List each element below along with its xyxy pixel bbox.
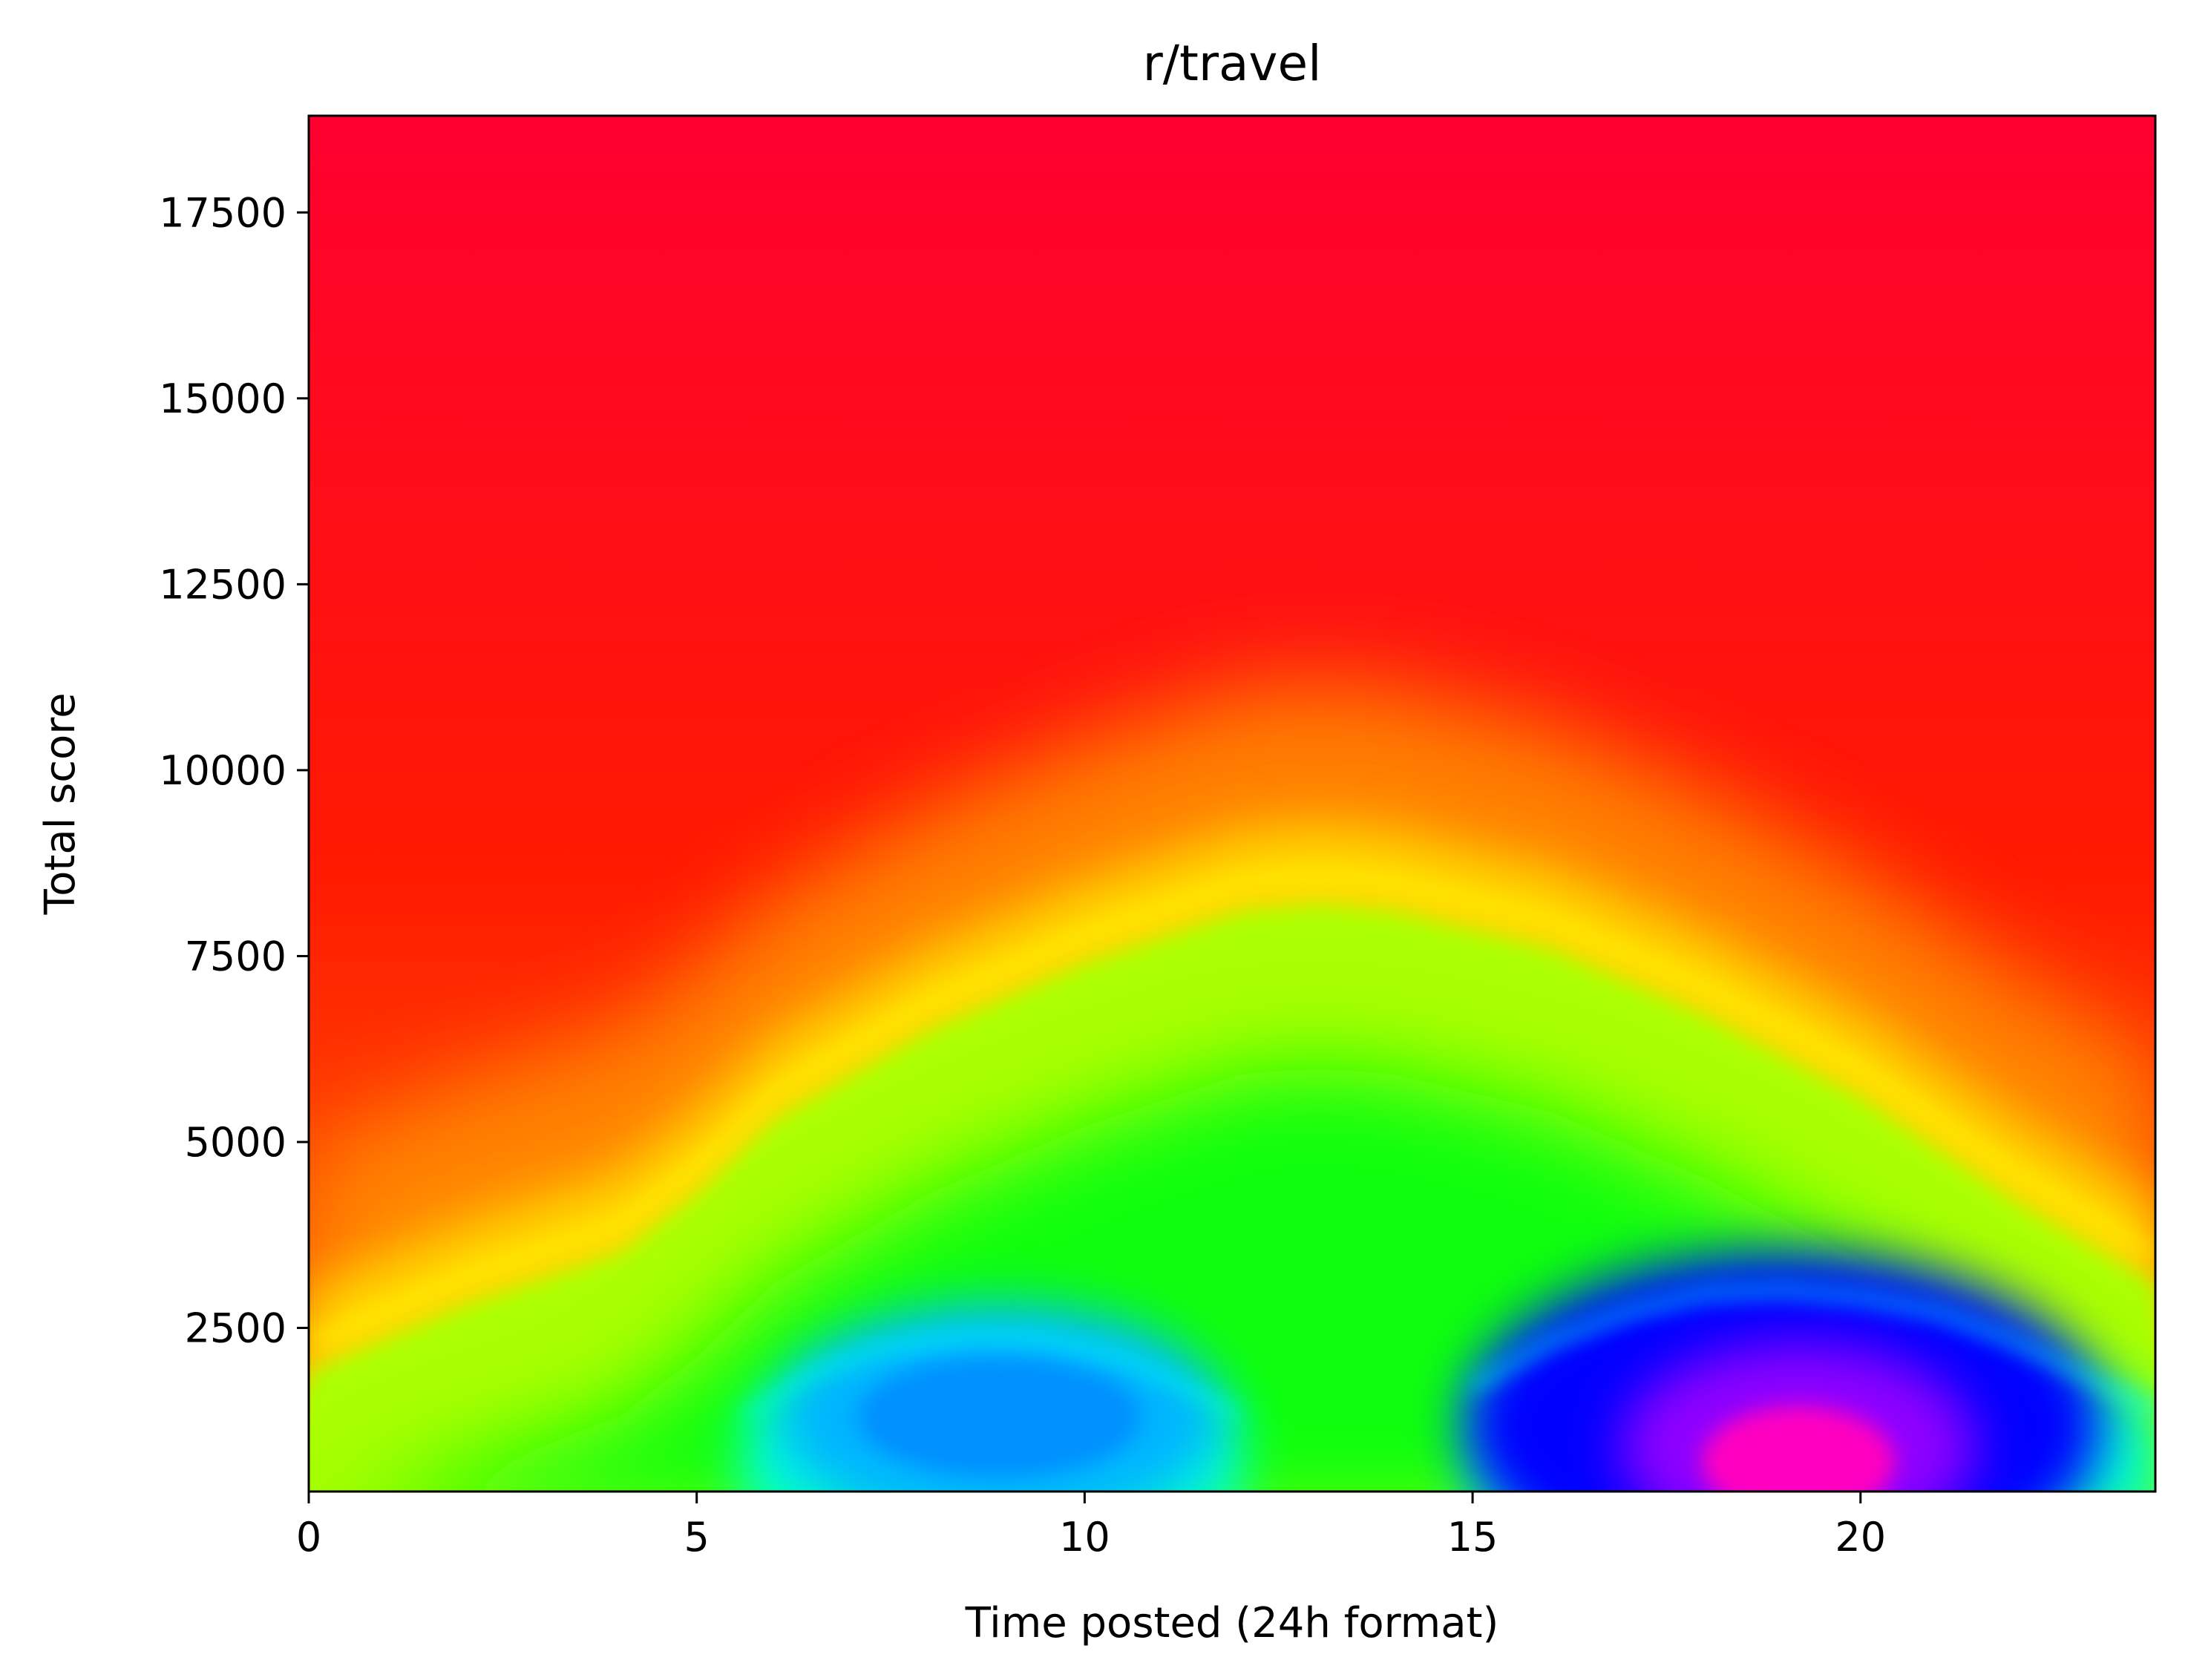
y-tick-label: 10000 [159, 747, 286, 794]
y-tick-label: 12500 [159, 561, 286, 608]
y-tick-label: 2500 [185, 1305, 286, 1352]
x-tick-label: 0 [296, 1514, 321, 1561]
x-tick-label: 20 [1835, 1514, 1886, 1561]
y-tick-label: 15000 [159, 375, 286, 422]
plot-frame [307, 114, 2157, 1493]
heatmap-surface [309, 116, 2155, 1492]
heatmap-field [309, 681, 2155, 1492]
x-tick-label: 10 [1059, 1514, 1110, 1561]
hotspot-magenta [1702, 1405, 1896, 1492]
hotspot-blue-core [858, 1357, 1141, 1477]
y-axis: 2500 5000 7500 10000 12500 15000 17500 [159, 189, 309, 1352]
contour-line-cyan-2 [741, 1331, 1242, 1421]
y-tick-label: 7500 [185, 933, 286, 980]
x-tick-label: 15 [1447, 1514, 1498, 1561]
x-axis: 0 5 10 15 20 [296, 1492, 1886, 1561]
x-tick-label: 5 [684, 1514, 710, 1561]
chart-title: r/travel [1143, 35, 1322, 92]
y-tick-label: 5000 [185, 1119, 286, 1166]
contour-line-yellow-0 [309, 870, 2155, 1347]
contour-line-cyan-1 [1470, 1287, 2155, 1414]
y-axis-label: Total score [36, 692, 85, 915]
y-tick-label: 17500 [159, 189, 286, 236]
contour-lines [309, 870, 2155, 1421]
x-axis-label: Time posted (24h format) [965, 1599, 1499, 1647]
